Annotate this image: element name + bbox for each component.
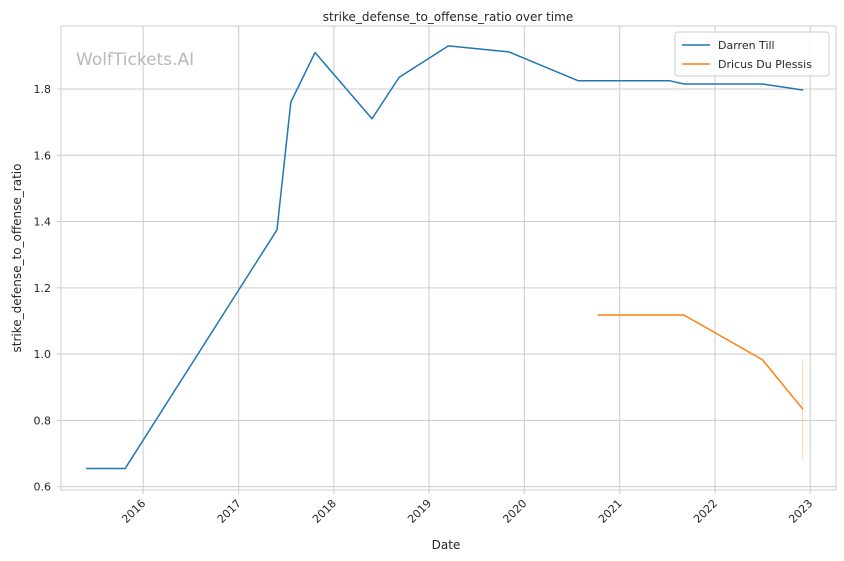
y-tick-label: 0.8 xyxy=(34,414,52,427)
watermark: WolfTickets.AI xyxy=(76,50,194,70)
legend-box xyxy=(674,31,830,77)
y-tick-label: 1.0 xyxy=(34,348,52,361)
y-tick-label: 0.6 xyxy=(34,481,52,494)
y-tick-label: 1.8 xyxy=(34,83,52,96)
chart-title: strike_defense_to_offense_ratio over tim… xyxy=(323,10,573,24)
series-layer xyxy=(86,45,804,470)
legend: Darren Till Dricus Du Plessis xyxy=(674,31,830,77)
series-line-dricus-du-plessis xyxy=(597,314,804,410)
x-axis-title: Date xyxy=(432,538,461,552)
legend-label-dricus-du-plessis: Dricus Du Plessis xyxy=(718,58,812,71)
y-axis-title: strike_defense_to_offense_ratio xyxy=(10,164,24,353)
legend-label-darren-till: Darren Till xyxy=(718,39,775,52)
plot-frame xyxy=(60,25,837,491)
y-tick-label: 1.6 xyxy=(34,149,52,162)
y-tick-label: 1.2 xyxy=(34,282,52,295)
grid-lines xyxy=(61,26,836,490)
series-line-darren-till xyxy=(86,45,804,470)
y-tick-label: 1.4 xyxy=(34,216,52,229)
